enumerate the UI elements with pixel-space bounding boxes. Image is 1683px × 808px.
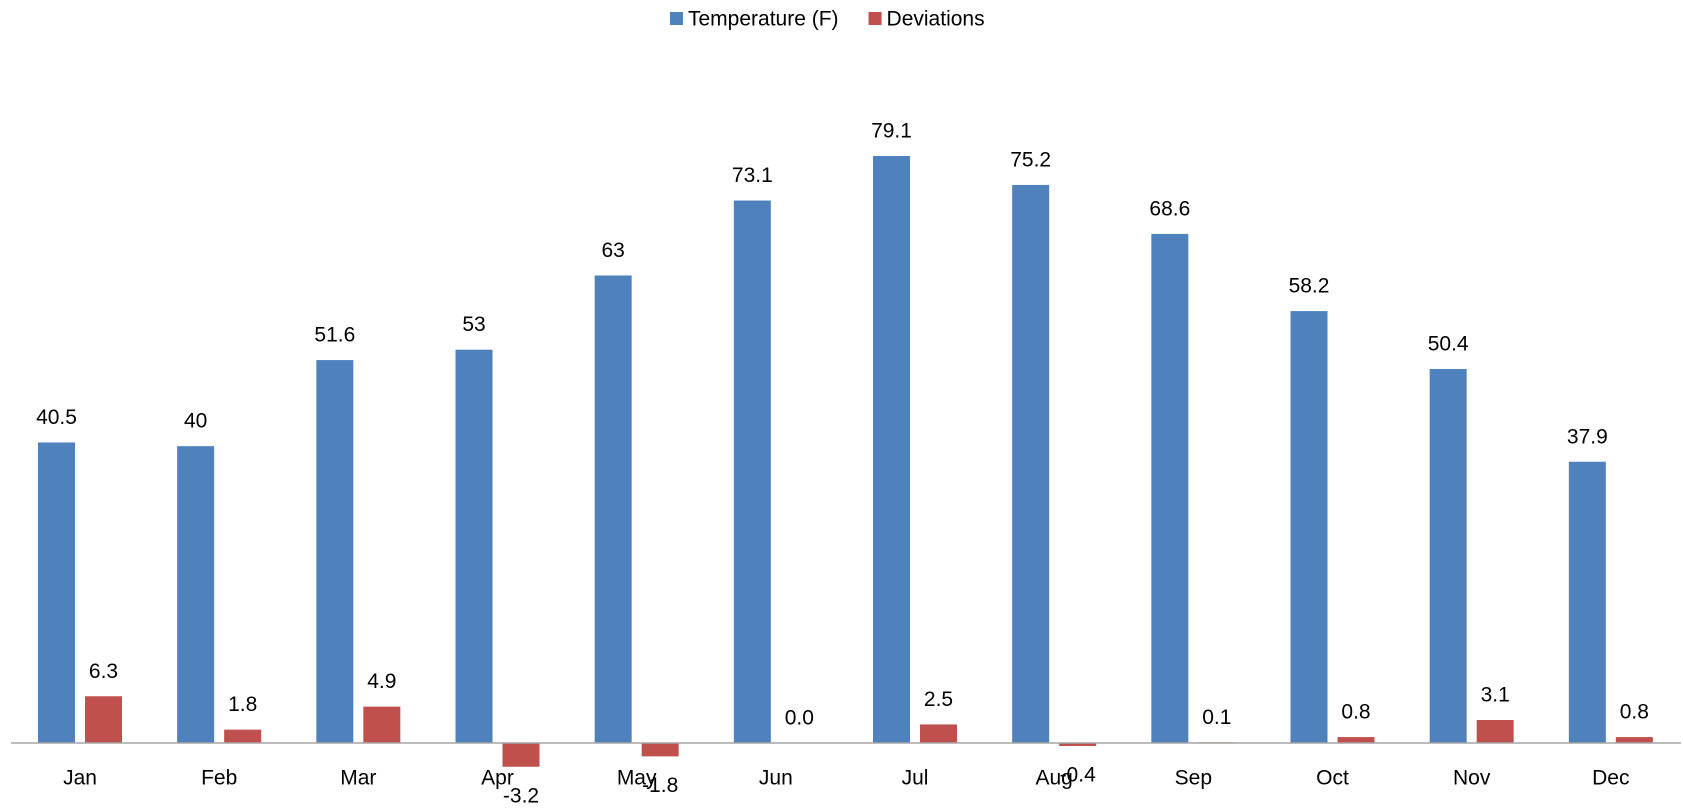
x-tick-label: Nov [1453,767,1491,790]
data-label: 53 [462,313,485,336]
data-label: 79.1 [871,120,912,143]
data-label: 4.9 [367,670,396,693]
x-tick-label: Jun [759,767,793,790]
data-label: 2.5 [924,688,953,711]
bar [1615,737,1653,743]
x-tick-label: Sep [1175,767,1212,790]
bar [1290,311,1328,743]
data-label: 73.1 [732,164,773,187]
bar [502,743,540,767]
legend-swatch [670,12,683,25]
data-label: -3.2 [503,784,539,807]
x-tick-label: Feb [201,767,237,790]
data-label: 63 [601,239,624,262]
data-label: 50.4 [1428,333,1469,356]
bar [1337,737,1375,743]
bar [733,200,771,744]
data-label: 1.8 [228,693,257,716]
bar [1429,368,1467,743]
bar [316,360,354,743]
data-label: 58.2 [1289,275,1330,298]
bar [363,706,401,743]
data-label: 6.3 [89,660,118,683]
data-label: 0.1 [1202,706,1231,729]
bar [641,743,679,757]
x-tick-label: May [617,767,657,790]
data-label: -0.4 [1060,764,1097,787]
data-label: 68.6 [1149,197,1190,220]
bar [1059,743,1097,746]
data-label: -1.8 [642,774,678,797]
bar [920,724,957,743]
legend-label: Temperature (F) [688,8,839,31]
bar [224,729,262,743]
bar [85,696,122,743]
bar [1151,233,1189,743]
x-tick-label: Dec [1592,767,1629,790]
bar [177,446,215,743]
x-tick-label: Jan [63,767,97,790]
data-label: 0.8 [1620,701,1649,724]
data-label: 3.1 [1481,684,1510,707]
data-label: 0.8 [1341,701,1370,724]
bar [594,275,632,743]
data-label: 40 [184,410,207,433]
legend-label: Deviations [887,8,985,31]
data-label: 37.9 [1567,425,1608,448]
x-tick-label: Mar [340,767,376,790]
legend-swatch [868,12,882,25]
x-tick-label: Apr [481,767,514,790]
data-label: 75.2 [1010,148,1051,171]
x-tick-label: Aug [1035,767,1072,790]
x-tick-label: Oct [1316,767,1349,790]
bar [38,442,75,743]
x-tick-label: Jul [902,767,929,790]
data-label: 51.6 [314,324,355,347]
bar [1012,184,1050,744]
data-label: 40.5 [36,406,77,429]
bar [1476,719,1514,743]
data-label: 0.0 [785,707,814,730]
bar [1568,461,1606,743]
bar [873,156,910,743]
bar [455,349,493,743]
